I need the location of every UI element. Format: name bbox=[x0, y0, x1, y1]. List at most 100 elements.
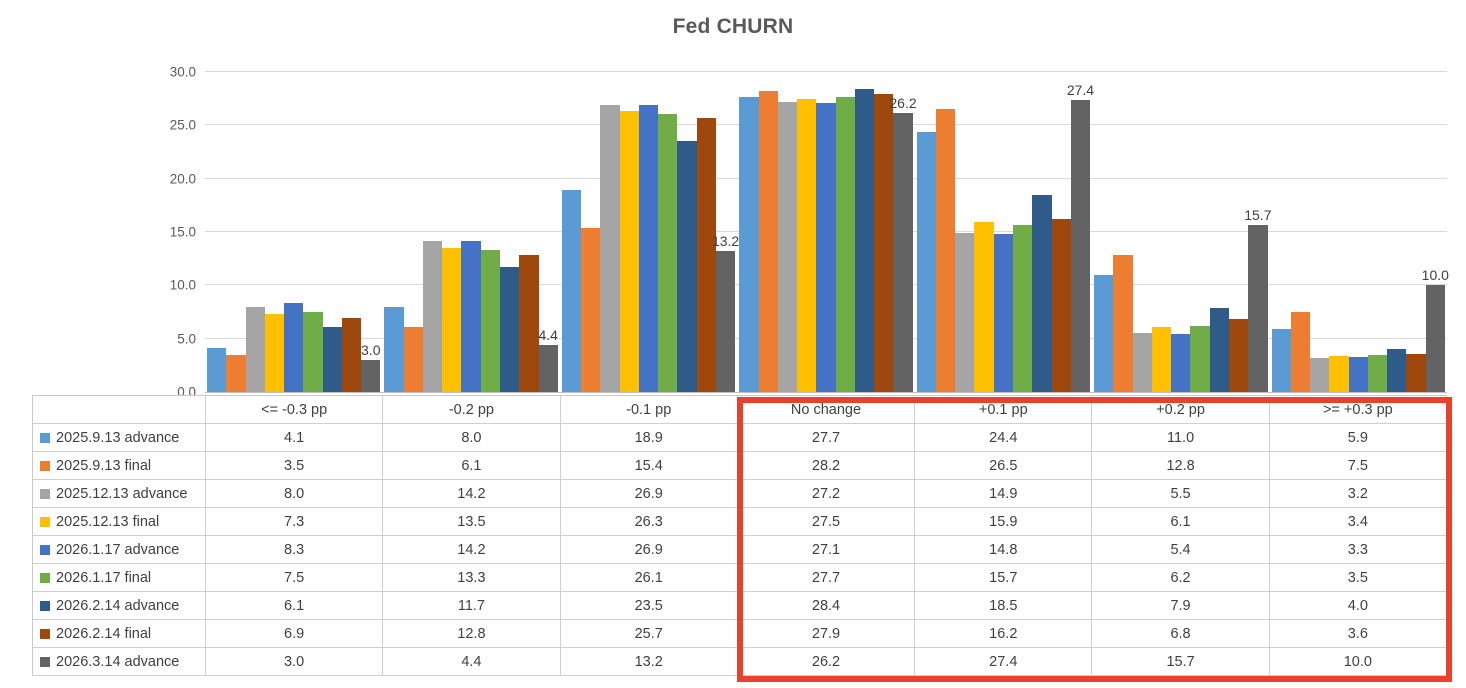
y-axis-tick-label: 20.0 bbox=[169, 171, 196, 187]
bar bbox=[916, 131, 936, 392]
bar bbox=[1094, 274, 1114, 392]
legend-cell: 2025.12.13 advance bbox=[33, 480, 206, 508]
bar bbox=[1329, 355, 1349, 392]
legend-swatch bbox=[40, 656, 50, 667]
table-value-cell: 13.3 bbox=[383, 564, 561, 592]
bar: 10.0 bbox=[1422, 267, 1449, 392]
table-value-cell: 27.2 bbox=[737, 480, 916, 508]
table-value-cell: 6.1 bbox=[1092, 508, 1270, 536]
table-value-cell: 11.7 bbox=[383, 592, 561, 620]
category-group: 15.7 bbox=[1092, 72, 1271, 392]
table-value-cell: 4.4 bbox=[383, 648, 561, 676]
table-value-cell: 14.8 bbox=[915, 536, 1093, 564]
table-value-cell: 26.9 bbox=[560, 536, 738, 564]
bar bbox=[854, 89, 875, 392]
bar bbox=[403, 326, 423, 392]
bar bbox=[874, 94, 894, 392]
table-value-cell: 27.7 bbox=[737, 424, 916, 452]
bar: 26.2 bbox=[889, 95, 917, 392]
bar bbox=[226, 354, 246, 392]
bar bbox=[739, 96, 759, 392]
table-value-cell: 28.4 bbox=[737, 592, 916, 620]
bar bbox=[658, 113, 678, 392]
table-value-cell: 15.7 bbox=[1092, 648, 1270, 676]
bar bbox=[461, 240, 481, 392]
table-value-cell: 7.9 bbox=[1092, 592, 1270, 620]
bar bbox=[1228, 319, 1249, 392]
table-value-cell: 3.0 bbox=[206, 648, 384, 676]
table-value-cell: 8.0 bbox=[383, 424, 561, 452]
gridline bbox=[205, 71, 1447, 72]
bar bbox=[1310, 357, 1330, 392]
bar bbox=[207, 348, 227, 392]
table-value-cell: 26.2 bbox=[737, 648, 916, 676]
bar bbox=[816, 102, 836, 392]
table-header-cell: -0.2 pp bbox=[383, 396, 561, 424]
legend-label: 2025.12.13 final bbox=[56, 513, 160, 530]
bar bbox=[322, 326, 342, 392]
bar: 13.2 bbox=[712, 233, 739, 392]
table-value-cell: 12.8 bbox=[383, 620, 561, 648]
bar bbox=[1013, 224, 1033, 392]
table-value-cell: 27.7 bbox=[737, 564, 916, 592]
bar bbox=[677, 141, 697, 392]
bar bbox=[480, 250, 501, 392]
legend-swatch bbox=[40, 488, 50, 499]
legend-cell: 2026.2.14 advance bbox=[33, 592, 206, 620]
bar bbox=[264, 314, 285, 392]
bar bbox=[777, 101, 798, 392]
bar bbox=[1132, 333, 1152, 392]
bar bbox=[519, 255, 539, 392]
table-value-cell: 18.5 bbox=[915, 592, 1093, 620]
bar bbox=[245, 306, 265, 392]
bar bbox=[442, 248, 462, 392]
table-header-cell: >= +0.3 pp bbox=[1269, 396, 1447, 424]
bar bbox=[303, 312, 323, 392]
bar-groups: 3.0 4.4 13.2 26.2 27.4 15.7 10.0 bbox=[205, 72, 1449, 392]
legend-swatch bbox=[40, 544, 50, 555]
legend-label: 2026.1.17 final bbox=[56, 569, 152, 586]
bar bbox=[797, 98, 817, 392]
table-value-cell: 26.3 bbox=[560, 508, 738, 536]
bar bbox=[935, 109, 956, 392]
bar bbox=[1151, 326, 1172, 392]
table-value-cell: 13.2 bbox=[560, 648, 738, 676]
table-value-cell: 27.1 bbox=[737, 536, 916, 564]
bar: 15.7 bbox=[1244, 207, 1271, 392]
bar-data-label: 15.7 bbox=[1244, 206, 1272, 223]
bar: 3.0 bbox=[361, 342, 380, 392]
legend-cell: 2026.1.17 final bbox=[33, 564, 206, 592]
bar bbox=[600, 105, 620, 392]
table-value-cell: 3.5 bbox=[206, 452, 384, 480]
table-value-cell: 11.0 bbox=[1092, 424, 1270, 452]
bar bbox=[1051, 219, 1071, 392]
table-value-cell: 5.9 bbox=[1269, 424, 1447, 452]
table-value-cell: 10.0 bbox=[1269, 648, 1447, 676]
table-value-cell: 25.7 bbox=[560, 620, 738, 648]
legend-cell: 2026.1.17 advance bbox=[33, 536, 206, 564]
table-value-cell: 8.3 bbox=[206, 536, 384, 564]
table-value-cell: 3.6 bbox=[1269, 620, 1447, 648]
table-value-cell: 13.5 bbox=[383, 508, 561, 536]
table-header-cell: +0.2 pp bbox=[1092, 396, 1270, 424]
table-header-cell: +0.1 pp bbox=[915, 396, 1093, 424]
bar bbox=[1348, 356, 1368, 392]
table-value-cell: 7.5 bbox=[206, 564, 384, 592]
table-corner-cell bbox=[33, 396, 206, 424]
bar bbox=[384, 306, 404, 392]
legend-label: 2026.1.17 advance bbox=[56, 541, 180, 558]
table-value-cell: 14.2 bbox=[383, 480, 561, 508]
table-value-cell: 26.5 bbox=[915, 452, 1093, 480]
bar bbox=[619, 111, 639, 392]
table-value-cell: 3.3 bbox=[1269, 536, 1447, 564]
bar bbox=[1290, 312, 1311, 392]
bar-data-label: 3.0 bbox=[361, 342, 381, 358]
table-value-cell: 28.2 bbox=[737, 452, 916, 480]
table-value-cell: 3.2 bbox=[1269, 480, 1447, 508]
bar bbox=[835, 96, 855, 392]
bar bbox=[284, 303, 304, 392]
legend-cell: 2025.9.13 final bbox=[33, 452, 206, 480]
bar bbox=[500, 267, 520, 392]
table-value-cell: 27.9 bbox=[737, 620, 916, 648]
